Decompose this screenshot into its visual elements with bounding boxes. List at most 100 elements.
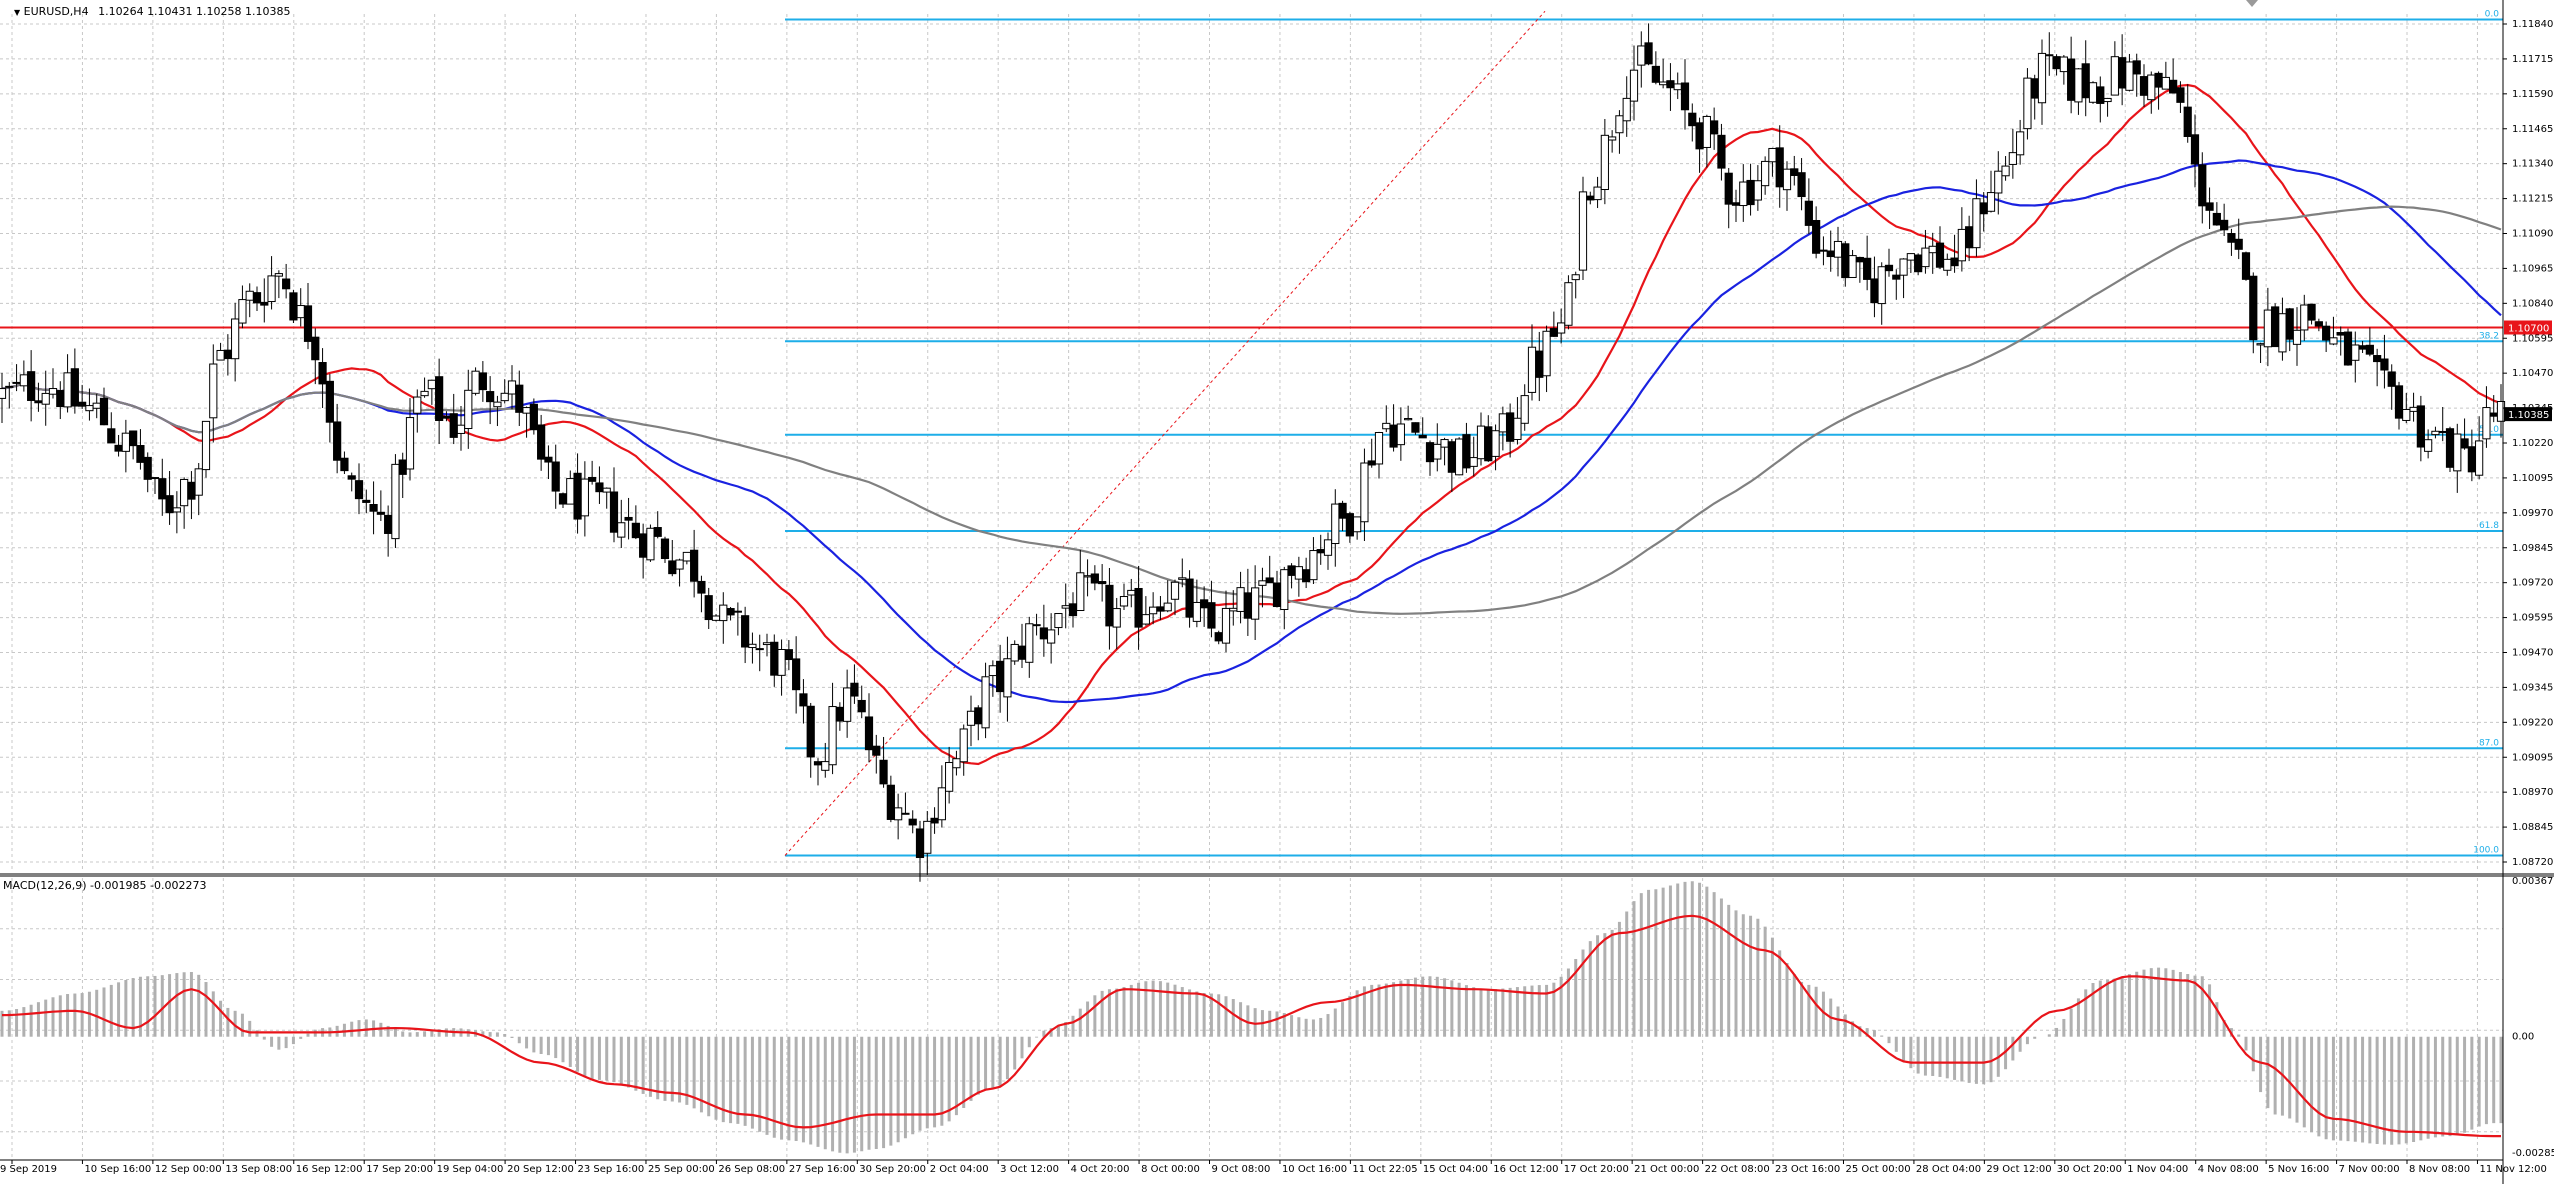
candle-body xyxy=(1272,582,1282,608)
candle-body xyxy=(143,456,152,480)
y-tick-label: 1.09970 xyxy=(2512,508,2553,519)
candle-body xyxy=(1251,587,1260,620)
collapse-icon[interactable]: ▼ xyxy=(14,8,21,17)
y-tick-label: 1.10595 xyxy=(2512,333,2553,344)
candle-body xyxy=(1119,596,1129,607)
candle-body xyxy=(675,559,684,570)
candle-body xyxy=(12,381,21,384)
candle-body xyxy=(1695,122,1704,150)
candle-body xyxy=(1469,457,1478,467)
candle-body xyxy=(289,292,298,321)
candle-body xyxy=(456,424,466,434)
candle-body xyxy=(1527,346,1537,393)
candle-body xyxy=(1782,168,1792,191)
candle-body xyxy=(362,499,371,503)
chart-shift-icon[interactable] xyxy=(2246,0,2258,7)
y-tick-label: 1.09095 xyxy=(2512,752,2553,763)
candle-body xyxy=(2285,308,2294,340)
candle-body xyxy=(2358,345,2367,350)
candle-body xyxy=(1178,577,1187,580)
x-tick-label: 10 Oct 16:00 xyxy=(1282,1164,1347,1175)
candle-body xyxy=(1039,627,1048,640)
candle-body xyxy=(1425,442,1435,463)
candle-body xyxy=(2147,74,2156,101)
candle-body xyxy=(1360,462,1369,523)
candle-body xyxy=(427,379,436,390)
y-tick-label: 1.09595 xyxy=(2512,613,2553,624)
candle-body xyxy=(2263,309,2272,348)
candle-body xyxy=(1680,82,1690,111)
x-tick-label: 8 Nov 08:00 xyxy=(2409,1164,2470,1175)
candle-body xyxy=(2030,78,2039,99)
candle-body xyxy=(2489,412,2498,417)
candle-body xyxy=(2394,385,2404,419)
candle-body xyxy=(1323,539,1333,556)
candle-body xyxy=(1608,136,1617,141)
candle-body xyxy=(1396,423,1405,446)
candle-body xyxy=(2059,56,2068,73)
candle-body xyxy=(1906,253,1915,261)
candle-body xyxy=(2460,438,2469,449)
candle-body xyxy=(34,400,43,404)
candle-body xyxy=(1578,191,1588,271)
candle-body xyxy=(486,391,495,403)
candle-body xyxy=(2045,54,2054,57)
candle-body xyxy=(2161,76,2170,90)
x-tick-label: 7 Nov 00:00 xyxy=(2339,1164,2400,1175)
candle-body xyxy=(2008,152,2017,165)
x-tick-label: 28 Oct 04:00 xyxy=(1916,1164,1981,1175)
candle-body xyxy=(2016,131,2025,156)
candle-body xyxy=(27,371,36,401)
candle-body xyxy=(1943,258,1952,271)
candle-body xyxy=(1688,112,1697,127)
candle-body xyxy=(843,687,852,722)
candle-body xyxy=(129,430,138,447)
y-tick-label: 1.10840 xyxy=(2512,298,2553,309)
candle-body xyxy=(172,507,181,513)
candle-body xyxy=(2234,238,2243,250)
candle-body xyxy=(209,363,218,419)
candle-body xyxy=(886,784,895,820)
candle-body xyxy=(835,706,844,722)
candle-body xyxy=(1345,513,1354,537)
candle-body xyxy=(952,758,961,769)
candle-body xyxy=(784,649,793,661)
candle-body xyxy=(1287,565,1296,576)
candle-body xyxy=(2453,433,2462,472)
x-tick-label: 29 Oct 12:00 xyxy=(1986,1164,2051,1175)
candle-body xyxy=(2132,60,2141,75)
candle-body xyxy=(937,787,946,821)
x-tick-label: 17 Sep 20:00 xyxy=(366,1164,433,1175)
x-tick-label: 15 Oct 04:00 xyxy=(1423,1164,1488,1175)
candle-body xyxy=(1149,606,1158,615)
candle-body xyxy=(2409,406,2418,412)
candle-body xyxy=(201,420,211,471)
candle-body xyxy=(945,762,954,792)
candle-body xyxy=(1484,426,1493,462)
x-tick-label: 8 Oct 00:00 xyxy=(1141,1164,1200,1175)
x-tick-label: 25 Sep 00:00 xyxy=(648,1164,715,1175)
candle-body xyxy=(1877,266,1886,305)
candle-body xyxy=(1229,607,1238,612)
candle-body xyxy=(2256,343,2265,346)
candle-body xyxy=(165,495,174,514)
candle-body xyxy=(92,402,101,409)
candle-body xyxy=(996,660,1005,693)
y-tick-label: 1.09220 xyxy=(2512,717,2553,728)
x-tick-label: 9 Sep 2019 xyxy=(0,1164,57,1175)
candle-body xyxy=(2096,86,2105,104)
candle-body xyxy=(260,301,269,306)
candle-body xyxy=(624,516,633,521)
candle-body xyxy=(2496,401,2506,422)
candle-body xyxy=(442,415,451,419)
candle-body xyxy=(2416,405,2425,448)
candle-body xyxy=(1185,578,1194,618)
candle-body xyxy=(464,389,473,430)
candle-body xyxy=(704,595,713,621)
candle-body xyxy=(231,318,240,360)
candle-body xyxy=(631,522,640,539)
candle-body xyxy=(2067,58,2076,101)
candle-body xyxy=(1702,115,1711,148)
fib-38.2-label: 38.2 xyxy=(2479,331,2499,341)
